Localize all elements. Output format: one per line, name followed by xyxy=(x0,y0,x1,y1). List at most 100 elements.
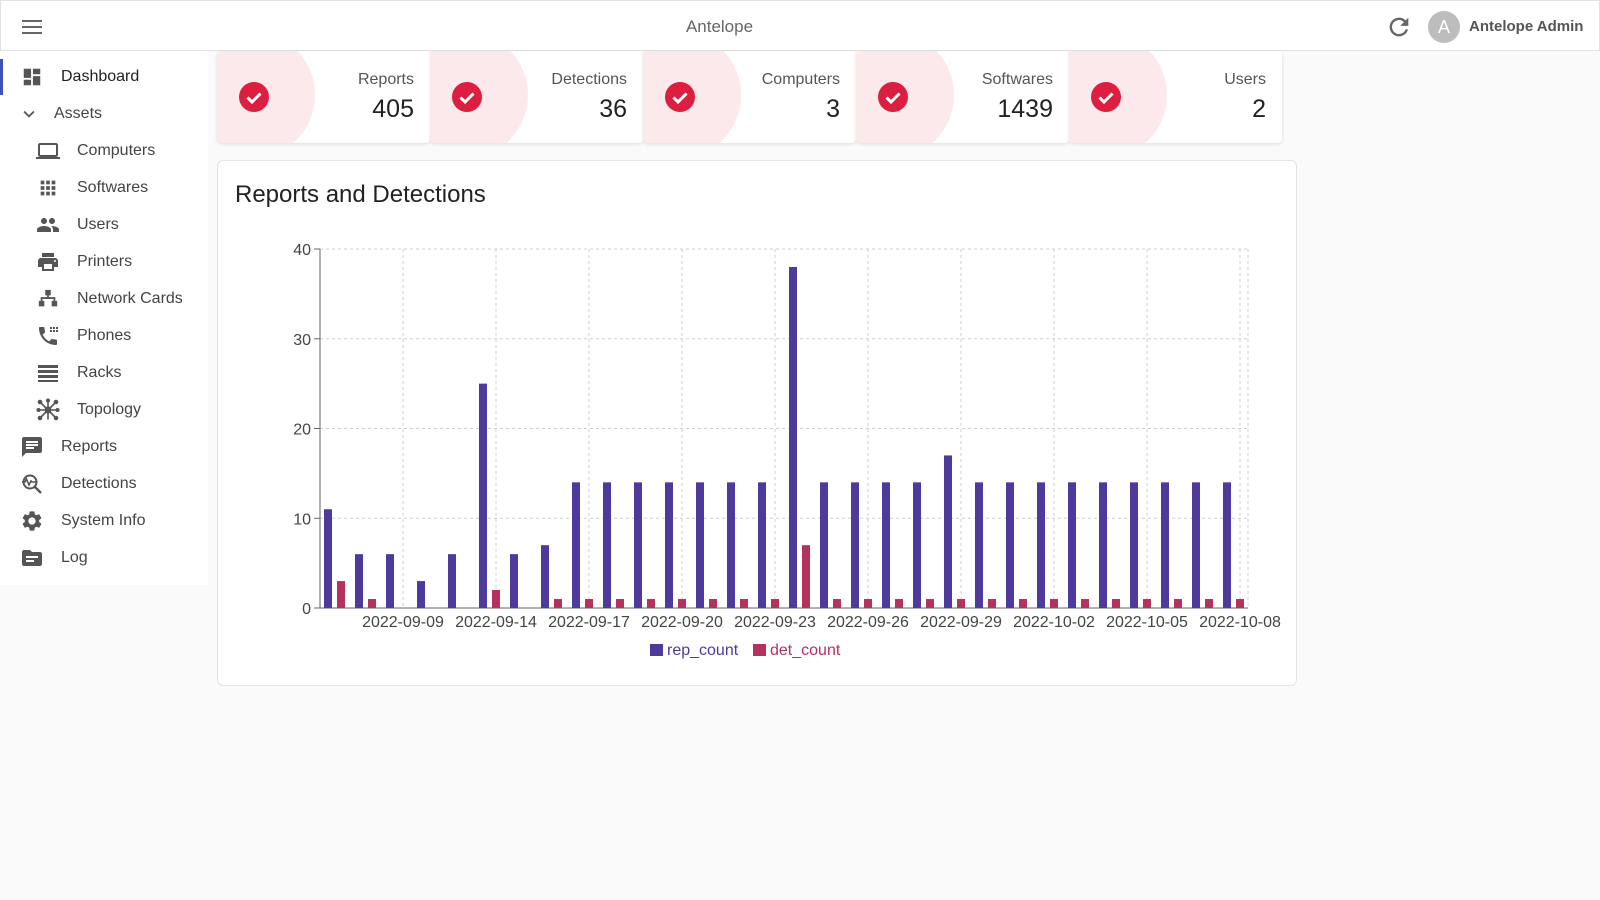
bar-det_count xyxy=(864,599,872,608)
bar-rep_count xyxy=(944,455,952,608)
x-tick-label: 2022-10-05 xyxy=(1106,614,1188,631)
search-analytics-icon xyxy=(20,472,44,496)
sidebar-item-network-cards[interactable]: Network Cards xyxy=(0,281,205,317)
bar-rep_count xyxy=(417,581,425,608)
bar-det_count xyxy=(1236,599,1244,608)
bar-chart: 0 10 20 30 40 2022-09-09 2022-09-14 2022-09-17 2… xyxy=(293,242,1281,659)
x-tick-label: 2022-09-09 xyxy=(362,614,444,631)
bar-det_count xyxy=(709,599,717,608)
stat-card-detections: Detections 36 xyxy=(430,51,643,143)
check-circle-icon xyxy=(239,82,269,112)
bar-rep_count xyxy=(913,482,921,608)
apps-grid-icon xyxy=(36,176,60,200)
bar-rep_count xyxy=(1130,482,1138,608)
bar-det_count xyxy=(1050,599,1058,608)
active-indicator xyxy=(0,59,3,95)
sidebar-item-softwares[interactable]: Softwares xyxy=(0,170,205,206)
bar-det_count xyxy=(740,599,748,608)
sidebar-item-label: Phones xyxy=(77,327,132,344)
bar-rep_count xyxy=(727,482,735,608)
menu-icon[interactable] xyxy=(17,14,47,40)
sidebar-item-reports[interactable]: Reports xyxy=(0,429,205,465)
chart-panel: Reports and Detections 0 10 20 30 40 2022-09-… xyxy=(217,160,1297,686)
bar-rep_count xyxy=(758,482,766,608)
bar-det_count xyxy=(585,599,593,608)
bar-rep_count xyxy=(1006,482,1014,608)
bar-det_count xyxy=(895,599,903,608)
sidebar-item-label: Reports xyxy=(61,438,118,455)
check-circle-icon xyxy=(878,82,908,112)
bar-rep_count xyxy=(665,482,673,608)
dashboard-icon xyxy=(20,65,44,89)
check-circle-icon xyxy=(665,82,695,112)
y-tick-label: 10 xyxy=(293,511,311,528)
sidebar-item-users[interactable]: Users xyxy=(0,207,205,243)
bar-rep_count xyxy=(479,383,487,608)
sidebar-item-label: Dashboard xyxy=(61,68,140,85)
bar-det_count xyxy=(616,599,624,608)
y-tick-label: 30 xyxy=(293,332,311,349)
laptop-icon xyxy=(36,139,60,163)
bar-rep_count xyxy=(572,482,580,608)
bar-det_count xyxy=(554,599,562,608)
bar-det_count xyxy=(368,599,376,608)
stat-label: Reports xyxy=(357,71,414,88)
x-tick-label: 2022-09-17 xyxy=(548,614,630,631)
bar-det_count xyxy=(802,545,810,608)
bar-rep_count xyxy=(355,554,363,608)
bar-det_count xyxy=(1143,599,1151,608)
sidebar-item-racks[interactable]: Racks xyxy=(0,355,205,391)
sidebar-item-topology[interactable]: Topology xyxy=(0,392,205,428)
sidebar: Dashboard Assets Computers Softwares Use… xyxy=(0,51,208,585)
user-name[interactable]: Antelope Admin xyxy=(1469,18,1584,35)
x-tick-label: 2022-09-14 xyxy=(455,614,537,631)
bar-det_count xyxy=(1112,599,1120,608)
folder-icon xyxy=(20,546,44,570)
stat-card-reports: Reports 405 xyxy=(217,51,430,143)
sidebar-item-label: Racks xyxy=(77,364,122,381)
sidebar-item-label: Network Cards xyxy=(77,290,183,307)
y-tick-label: 20 xyxy=(293,422,311,439)
stat-label: Users xyxy=(1224,71,1266,88)
sidebar-item-log[interactable]: Log xyxy=(0,540,205,576)
phone-icon xyxy=(36,324,60,348)
y-tick-label: 40 xyxy=(293,242,311,259)
sidebar-item-label: Assets xyxy=(54,105,103,122)
bar-det_count xyxy=(957,599,965,608)
bar-rep_count xyxy=(510,554,518,608)
stat-card-softwares: Softwares 1439 xyxy=(856,51,1069,143)
avatar[interactable]: A xyxy=(1428,11,1460,43)
app-title: Antelope xyxy=(685,17,754,36)
sidebar-item-label: Detections xyxy=(61,475,137,492)
sidebar-item-dashboard[interactable]: Dashboard xyxy=(0,59,205,95)
network-icon xyxy=(36,287,60,311)
bar-det_count xyxy=(771,599,779,608)
sidebar-item-label: Softwares xyxy=(77,179,149,196)
bar-rep_count xyxy=(1068,482,1076,608)
sidebar-item-system-info[interactable]: System Info xyxy=(0,503,205,539)
x-tick-label: 2022-09-23 xyxy=(734,614,816,631)
bar-rep_count xyxy=(634,482,642,608)
bar-det_count xyxy=(492,590,500,608)
stat-value: 1439 xyxy=(997,95,1053,123)
refresh-icon[interactable] xyxy=(1385,13,1413,41)
sidebar-item-phones[interactable]: Phones xyxy=(0,318,205,354)
stat-value: 36 xyxy=(599,95,627,123)
bar-det_count xyxy=(833,599,841,608)
x-tick-label: 2022-09-20 xyxy=(641,614,723,631)
check-circle-icon xyxy=(1091,82,1121,112)
legend-label: rep_count xyxy=(667,642,739,659)
sidebar-item-printers[interactable]: Printers xyxy=(0,244,205,280)
stat-label: Computers xyxy=(761,71,840,88)
sidebar-item-assets[interactable]: Assets xyxy=(0,96,205,132)
legend-swatch xyxy=(753,644,766,656)
sidebar-item-label: Printers xyxy=(77,253,133,270)
legend-label: det_count xyxy=(770,642,841,659)
bar-det_count xyxy=(1174,599,1182,608)
sidebar-item-detections[interactable]: Detections xyxy=(0,466,205,502)
sidebar-item-computers[interactable]: Computers xyxy=(0,133,205,169)
x-tick-label: 2022-09-29 xyxy=(920,614,1002,631)
bar-rep_count xyxy=(975,482,983,608)
bar-det_count xyxy=(678,599,686,608)
bar-rep_count xyxy=(541,545,549,608)
